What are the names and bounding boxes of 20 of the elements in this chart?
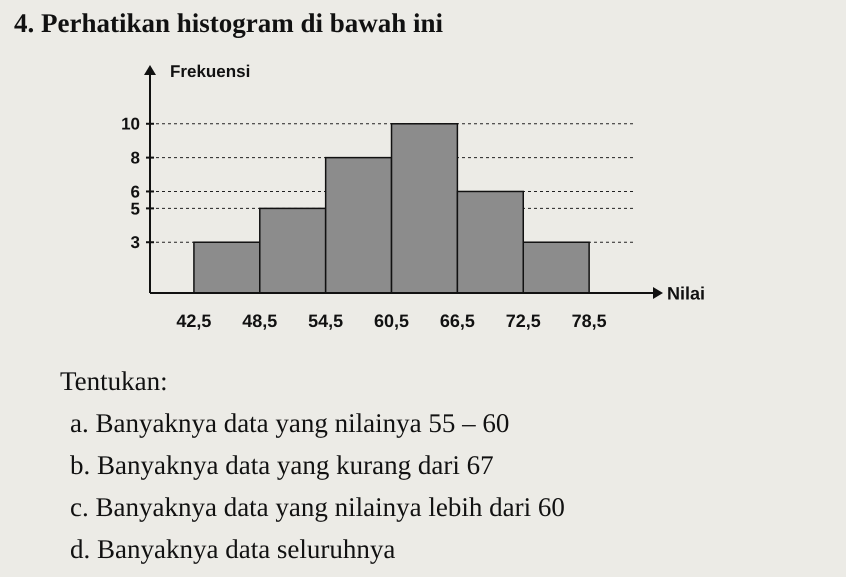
y-tick-label: 10: [121, 114, 140, 134]
x-tick-label: 60,5: [374, 311, 410, 331]
x-tick-label: 54,5: [308, 311, 344, 331]
y-tick-label: 5: [130, 199, 140, 218]
x-tick-label: 48,5: [242, 311, 278, 331]
chart-title: 4. Perhatikan histogram di bawah ini: [14, 8, 444, 38]
text: Tentukan:: [60, 366, 168, 396]
y-tick-label: 3: [130, 233, 140, 252]
y-axis-title: Frekuensi: [170, 62, 250, 81]
x-axis-title: Nilai: [667, 283, 706, 304]
text: a. Banyaknya data yang nilainya 55 – 60: [70, 408, 510, 438]
y-tick-label: 8: [130, 148, 140, 168]
x-tick-label: 78,5: [572, 311, 607, 331]
x-tick-label: 66,5: [440, 311, 475, 331]
text: c. Banyaknya data yang nilainya lebih dari 60: [70, 492, 565, 522]
text: d. Banyaknya data seluruhnya: [70, 534, 396, 564]
x-tick-label: 72,5: [506, 311, 541, 331]
x-tick-label: 42,5: [176, 311, 212, 331]
y-tick-label: 6: [130, 182, 140, 202]
text: b. Banyaknya data yang kurang dari 67: [70, 450, 494, 480]
